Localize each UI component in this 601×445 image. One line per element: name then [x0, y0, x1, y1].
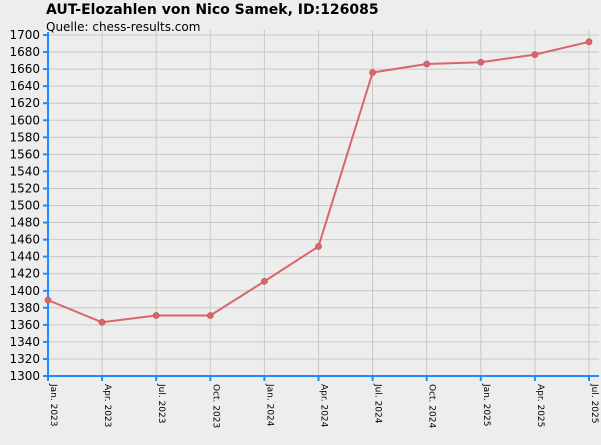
- y-tick-label: 1580: [9, 130, 40, 144]
- label-layer: 1300 1320 1340 1360 1380 1400 1420 1440 1460 1480…: [9, 28, 599, 428]
- y-tick-label: 1500: [9, 199, 40, 213]
- data-point: [152, 312, 160, 319]
- x-tick-label: Apr. 2023: [102, 384, 112, 427]
- series-layer: [44, 38, 593, 326]
- y-tick-label: 1420: [9, 267, 40, 281]
- data-point: [369, 69, 377, 76]
- y-tick-label: 1440: [9, 250, 40, 264]
- chart-title: AUT-Elozahlen von Nico Samek, ID:126085: [46, 2, 379, 18]
- y-tick-label: 1300: [9, 369, 40, 383]
- y-tick-label: 1360: [9, 318, 40, 332]
- y-tick-label: 1480: [9, 216, 40, 230]
- x-tick-label: Apr. 2025: [535, 384, 545, 427]
- y-tick-label: 1460: [9, 233, 40, 247]
- y-tick-label: 1660: [9, 62, 40, 76]
- x-tick-label: Apr. 2024: [319, 384, 329, 428]
- data-point: [260, 277, 268, 285]
- y-tick-label: 1560: [9, 147, 40, 161]
- y-tick-label: 1340: [9, 335, 40, 349]
- y-tick-label: 1620: [9, 96, 40, 110]
- data-point: [98, 318, 106, 326]
- y-tick-label: 1520: [9, 181, 40, 195]
- data-point: [206, 312, 214, 319]
- data-point: [531, 51, 539, 59]
- data-point: [477, 58, 485, 66]
- x-tick-label: Oct. 2023: [210, 384, 220, 428]
- x-tick-label: Jul. 2023: [156, 383, 166, 424]
- x-tick-label: Oct. 2024: [427, 384, 437, 428]
- y-tick-label: 1680: [9, 45, 40, 59]
- y-tick-label: 1540: [9, 164, 40, 178]
- data-point: [44, 296, 52, 304]
- x-tick-label: Jan. 2025: [481, 383, 491, 427]
- y-tick-label: 1320: [9, 352, 40, 366]
- y-tick-label: 1640: [9, 79, 40, 93]
- data-point: [423, 60, 431, 68]
- axis-layer: [43, 32, 599, 381]
- data-point: [585, 38, 593, 46]
- y-tick-label: 1380: [9, 301, 40, 315]
- x-tick-label: Jan. 2023: [48, 383, 58, 427]
- y-tick-label: 1700: [9, 28, 40, 42]
- data-point: [315, 243, 322, 250]
- grid-layer: [48, 30, 599, 376]
- chart-subtitle: Quelle: chess-results.com: [46, 20, 201, 34]
- y-tick-label: 1400: [9, 284, 40, 298]
- x-tick-label: Jul. 2025: [589, 383, 599, 424]
- x-tick-label: Jul. 2024: [373, 383, 383, 424]
- x-tick-label: Jan. 2024: [264, 383, 274, 427]
- y-tick-label: 1600: [9, 113, 40, 127]
